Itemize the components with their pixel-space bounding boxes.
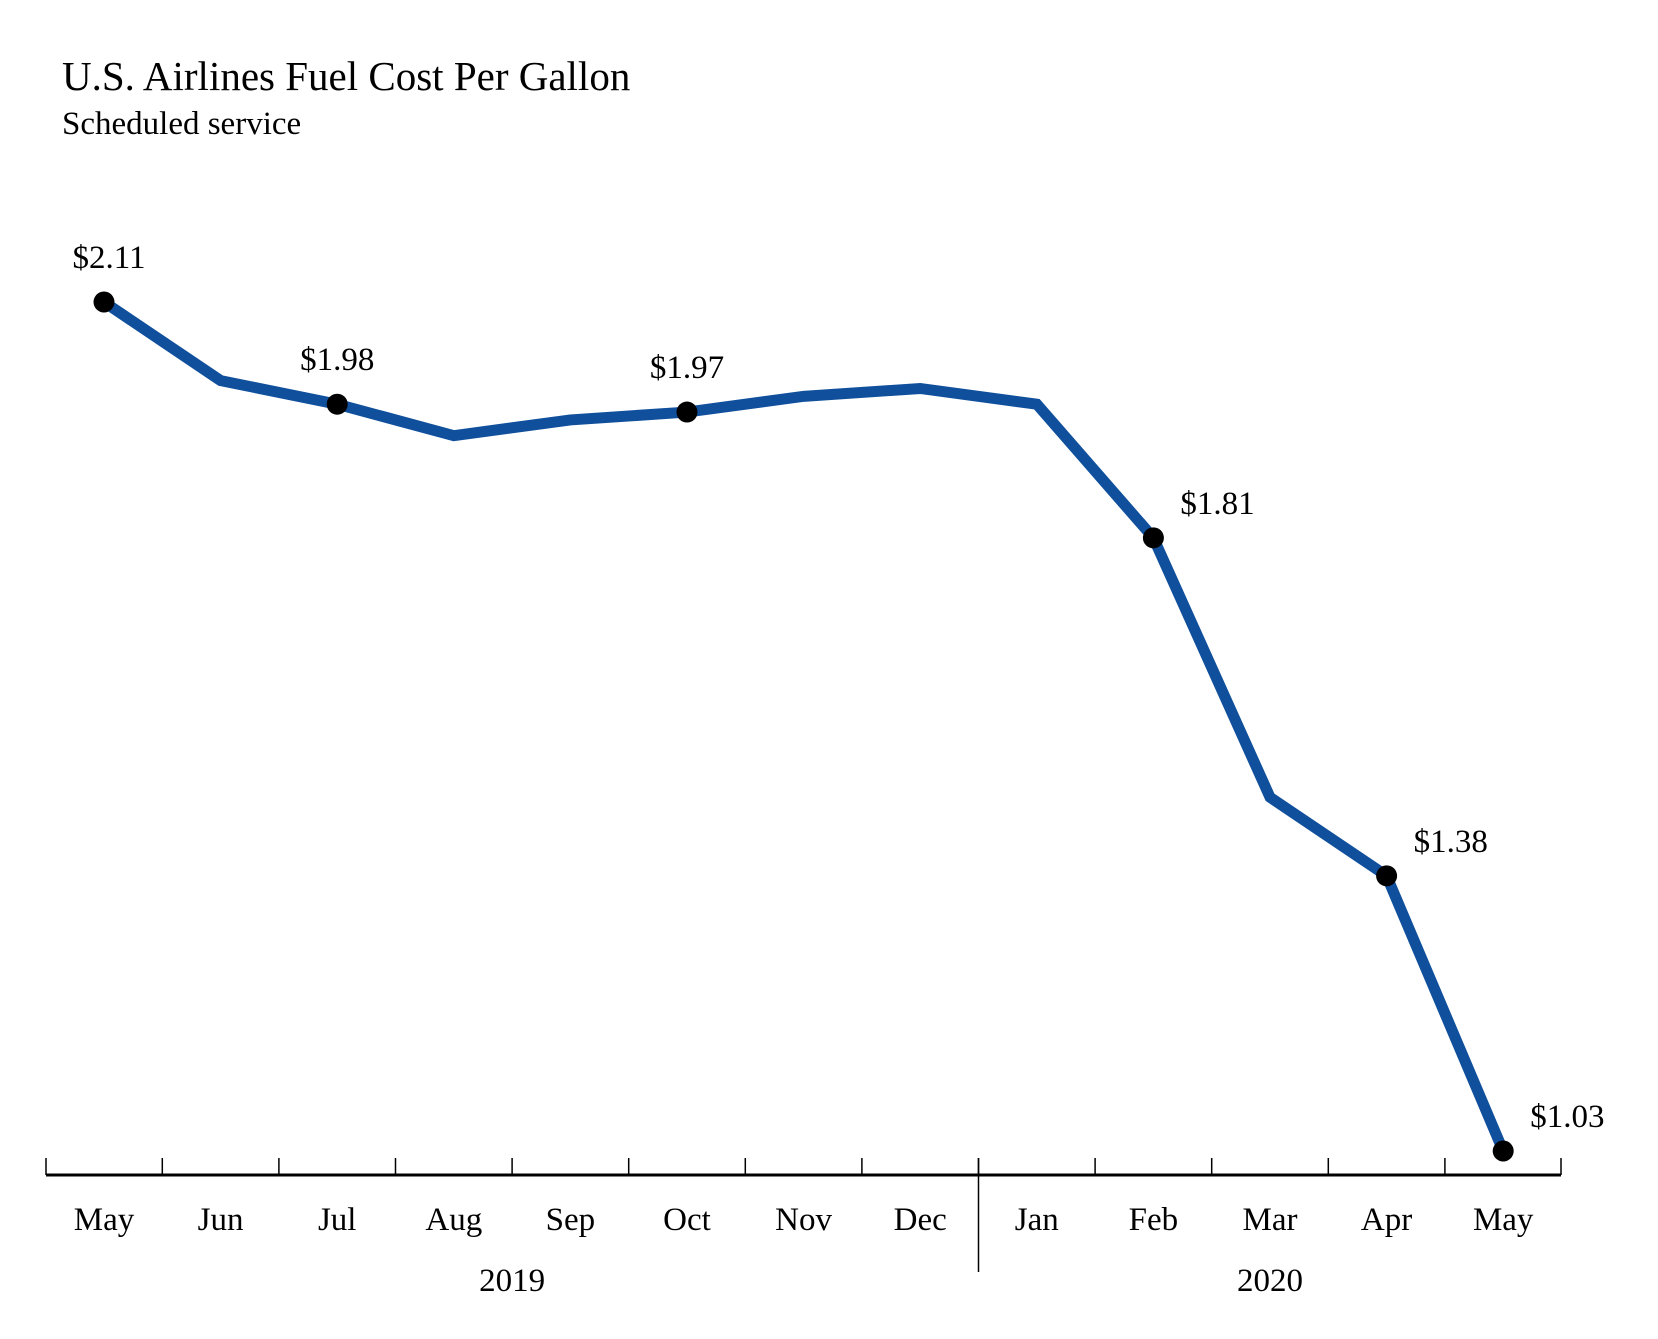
x-tick-label: Nov	[775, 1202, 832, 1238]
x-tick-label: May	[1473, 1202, 1534, 1238]
data-point-marker	[676, 401, 698, 423]
x-tick-label: Oct	[663, 1202, 711, 1238]
year-label: 2019	[479, 1263, 545, 1299]
x-tick-label: May	[74, 1202, 135, 1238]
x-tick-label: Apr	[1361, 1202, 1412, 1238]
chart-subtitle: Scheduled service	[62, 106, 301, 142]
year-label: 2020	[1237, 1263, 1303, 1299]
x-tick-label: Aug	[425, 1202, 482, 1238]
data-label: $1.38	[1414, 824, 1488, 860]
series-line	[100, 297, 1509, 1154]
data-label: $1.97	[650, 350, 724, 386]
x-tick-label: Jun	[198, 1202, 244, 1238]
x-tick-label: Sep	[546, 1202, 596, 1238]
data-label: $2.11	[72, 240, 145, 276]
data-point-marker	[326, 393, 348, 415]
data-labels: $2.11 $1.98 $1.97 $1.81 $1.38 $1.03	[72, 240, 1604, 1162]
data-label: $1.81	[1180, 486, 1254, 522]
x-tick-label: Jul	[318, 1202, 357, 1238]
x-axis: May Jun Jul Aug Sep Oct Nov Dec Jan Feb Mar Apr May 2…	[45, 1158, 1562, 1299]
chart-title: U.S. Airlines Fuel Cost Per Gallon	[62, 53, 630, 99]
series-layer	[100, 297, 1509, 1154]
data-point-marker	[1492, 1140, 1514, 1162]
data-point-marker	[1142, 527, 1164, 549]
x-tick-label: Jan	[1015, 1202, 1059, 1238]
x-tick-label: Feb	[1129, 1202, 1179, 1238]
data-label: $1.98	[300, 342, 374, 378]
x-tick-label: Mar	[1243, 1202, 1298, 1238]
x-tick-label: Dec	[894, 1202, 947, 1238]
data-label: $1.03	[1530, 1099, 1604, 1135]
data-point-marker	[93, 291, 115, 313]
data-point-marker	[1376, 865, 1398, 887]
